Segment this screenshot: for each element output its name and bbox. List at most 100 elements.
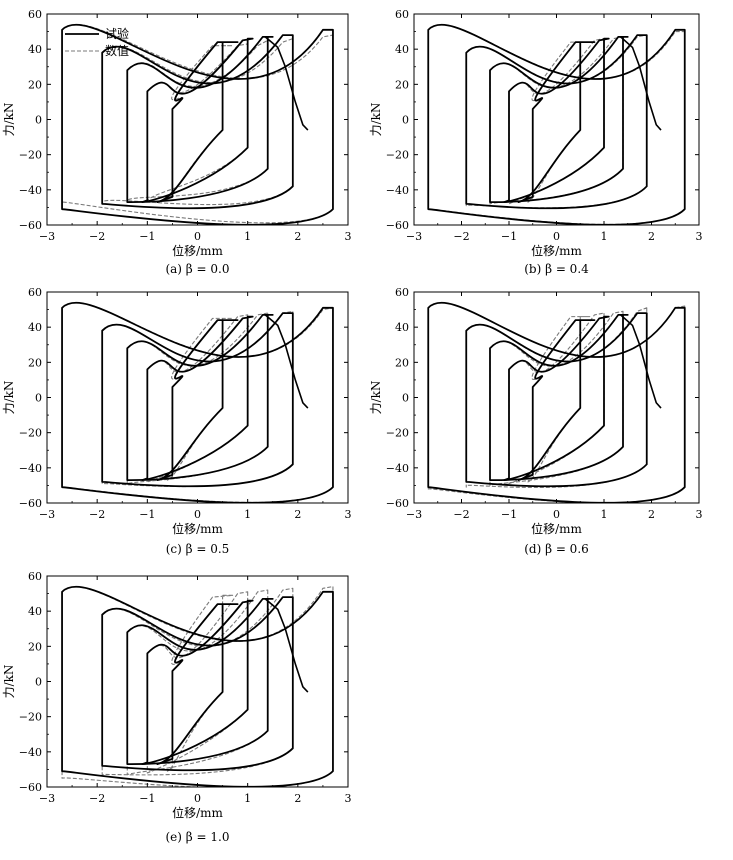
- test-loop-3: [101, 34, 294, 210]
- x-tick-label: −3: [406, 230, 422, 243]
- x-axis-title: 位移/mm: [531, 243, 582, 258]
- x-tick-label: −3: [406, 508, 422, 521]
- x-tick-label: −1: [139, 230, 155, 243]
- plot-area: [61, 585, 334, 787]
- test-failure-tail: [264, 598, 309, 693]
- y-tick-label: 40: [28, 605, 42, 618]
- y-tick-label: −20: [19, 427, 42, 440]
- y-tick-label: −40: [386, 462, 409, 475]
- x-tick-label: 2: [294, 508, 301, 521]
- x-tick-label: −2: [89, 508, 105, 521]
- test-loop-0: [517, 41, 596, 204]
- y-tick-label: −40: [19, 184, 42, 197]
- y-axis-title: 力/kN: [2, 665, 16, 699]
- y-tick-label: −60: [19, 219, 42, 232]
- y-tick-label: 60: [395, 8, 409, 21]
- y-axis-title: 力/kN: [2, 103, 16, 137]
- test-loop-0: [517, 319, 596, 482]
- y-tick-label: 20: [395, 356, 409, 369]
- x-tick-label: −2: [453, 230, 469, 243]
- plot-frame: [46, 291, 349, 504]
- test-loop-1: [503, 315, 610, 482]
- x-tick-label: 1: [601, 508, 608, 521]
- x-tick-label: −1: [139, 792, 155, 805]
- y-tick-label: 0: [402, 114, 409, 127]
- test-loop-0: [156, 41, 239, 204]
- legend-test-label: 试验: [105, 26, 129, 41]
- test-loop-3: [101, 596, 294, 772]
- x-tick-label: 2: [294, 230, 301, 243]
- y-tick-label: 60: [28, 286, 42, 299]
- y-tick-label: 60: [28, 570, 42, 583]
- plot-frame: [46, 575, 349, 788]
- plot-area: [61, 301, 334, 503]
- test-failure-tail: [264, 314, 309, 409]
- plot-frame: [413, 291, 700, 504]
- plot-frame: [46, 13, 349, 226]
- subplot-caption: (c) β = 0.5: [166, 542, 230, 556]
- y-tick-label: 20: [28, 640, 42, 653]
- y-tick-label: 40: [395, 321, 409, 334]
- x-tick-label: 0: [194, 230, 201, 243]
- legend-numerical-label: 数值: [105, 43, 129, 58]
- x-tick-label: −3: [39, 792, 55, 805]
- x-tick-label: −2: [89, 792, 105, 805]
- y-tick-label: 40: [395, 43, 409, 56]
- x-tick-label: 3: [345, 508, 352, 521]
- subplot-4: −3 −2 −1 0 1 2 3 60 40 20 0 −20 −40 −60 位移/mm 力/kN (e) β…: [2, 570, 352, 844]
- x-tick-label: 0: [553, 230, 560, 243]
- y-tick-label: 40: [28, 43, 42, 56]
- y-tick-label: 0: [35, 392, 42, 405]
- test-loop-1: [141, 315, 254, 482]
- y-tick-label: −20: [19, 711, 42, 724]
- y-tick-label: −60: [386, 219, 409, 232]
- numerical-loop-1: [146, 314, 249, 483]
- numerical-loop-1: [508, 38, 605, 205]
- subplot-caption: (a) β = 0.0: [165, 262, 229, 276]
- y-tick-label: 0: [402, 392, 409, 405]
- x-tick-label: 2: [294, 792, 301, 805]
- test-loop-1: [141, 599, 254, 766]
- x-axis-title: 位移/mm: [531, 521, 582, 536]
- x-tick-label: −1: [139, 508, 155, 521]
- y-axis-title: 力/kN: [369, 381, 383, 415]
- x-tick-label: 0: [553, 508, 560, 521]
- y-tick-label: −40: [386, 184, 409, 197]
- test-loop-2: [126, 35, 274, 204]
- x-tick-label: 3: [696, 230, 703, 243]
- test-loop-3: [465, 34, 648, 210]
- y-tick-label: 60: [395, 286, 409, 299]
- numerical-loop-2: [489, 36, 624, 205]
- x-tick-label: 3: [345, 792, 352, 805]
- x-tick-label: 0: [194, 508, 201, 521]
- subplot-caption: (d) β = 0.6: [524, 542, 589, 556]
- subplot-1: −3 −2 −1 0 1 2 3 60 40 20 0 −20 −40 −60 位移/mm 力/kN (b) β…: [369, 8, 703, 276]
- y-tick-label: −20: [386, 427, 409, 440]
- x-tick-label: 1: [244, 230, 251, 243]
- x-tick-label: 0: [194, 792, 201, 805]
- subplot-2: −3 −2 −1 0 1 2 3 60 40 20 0 −20 −40 −60 位移/mm 力/kN (c) β…: [2, 286, 352, 556]
- x-tick-label: −2: [453, 508, 469, 521]
- x-axis-title: 位移/mm: [172, 521, 223, 536]
- x-tick-label: 3: [345, 230, 352, 243]
- test-loop-3: [465, 312, 648, 488]
- y-tick-label: 20: [28, 356, 42, 369]
- test-loop-0: [156, 603, 239, 766]
- test-loop-2: [489, 35, 629, 204]
- y-tick-label: 0: [35, 676, 42, 689]
- plot-area: [427, 23, 686, 225]
- test-loop-1: [503, 37, 610, 204]
- x-tick-label: −3: [39, 230, 55, 243]
- numerical-loop-1: [146, 591, 249, 774]
- y-tick-label: 0: [35, 114, 42, 127]
- x-tick-label: 1: [244, 792, 251, 805]
- test-failure-tail: [264, 36, 309, 131]
- test-loop-2: [126, 597, 274, 766]
- x-tick-label: −1: [501, 508, 517, 521]
- x-tick-label: 1: [601, 230, 608, 243]
- y-tick-label: −20: [19, 149, 42, 162]
- x-tick-label: −1: [501, 230, 517, 243]
- x-axis-title: 位移/mm: [172, 243, 223, 258]
